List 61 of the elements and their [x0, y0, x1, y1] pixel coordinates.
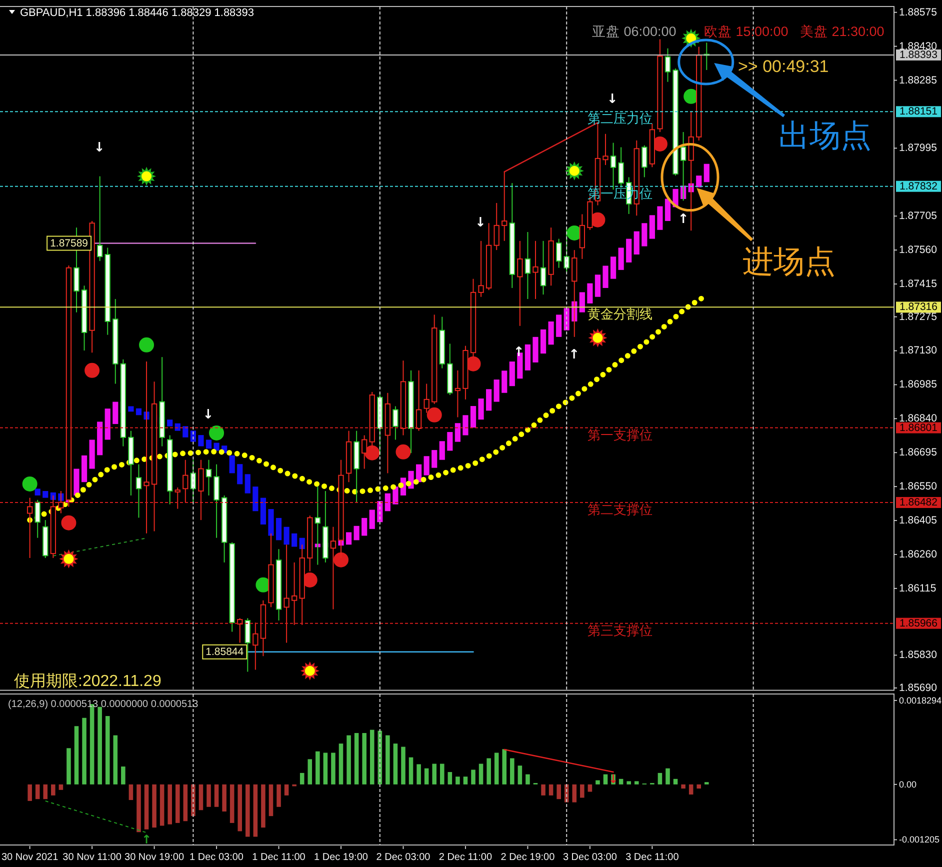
y-tick-label: 1.85690 [899, 682, 938, 694]
annotation: 美盘 21:30:00 [800, 24, 884, 39]
ref-line-label: 黄金分割线 [588, 306, 652, 322]
y-tick-label: 1.85830 [899, 649, 938, 662]
y-tick-label: 1.86482 [900, 496, 938, 508]
annotation: ↑ [678, 212, 689, 228]
ref-line-label: 第二压力位 [588, 111, 652, 126]
y-tick-label: 0.00 [899, 779, 917, 790]
annotation: ↓ [606, 92, 618, 107]
ref-line-label: 第一支撑位 [588, 427, 652, 442]
annotation: ↓ [202, 408, 214, 422]
annotation: 1.87589 [50, 237, 88, 250]
x-tick-label: 1 Dec 11:00 [252, 852, 306, 863]
ref-line-label: 第三支撑位 [588, 622, 652, 638]
x-tick-label: 2 Dec 19:00 [500, 852, 556, 863]
y-tick-label: 1.87415 [899, 278, 938, 290]
annotation: ↓ [94, 140, 105, 156]
y-tick-label: 1.86985 [899, 378, 938, 391]
y-tick-label: 1.86405 [899, 514, 938, 527]
y-tick-label: 1.86260 [899, 548, 938, 560]
annotation: 亚盘 06:00:00 [592, 24, 676, 39]
text: (12,26,9) 0.0000513 0.0000000 0.0000513 [8, 699, 199, 710]
x-tick-label: 30 Nov 2021 [1, 852, 59, 863]
y-tick-label: 1.87275 [899, 310, 938, 323]
y-tick-label: 1.86695 [899, 446, 938, 459]
chart-title: GBPAUD,H1 1.88396 1.88446 1.88329 1.88393 [20, 7, 254, 19]
price-tag: 1.86482 [896, 496, 941, 508]
x-tick-label: 2 Dec 03:00 [376, 852, 431, 863]
x-tick-label: 1 Dec 19:00 [314, 852, 368, 863]
y-tick-label: 1.87705 [899, 210, 938, 222]
y-tick-label: 1.86115 [899, 582, 936, 594]
y-tick-label: 1.86550 [899, 480, 938, 493]
annotation: 1.85844 [206, 646, 244, 658]
y-tick-label: 1.87130 [899, 344, 938, 357]
y-tick-label: 1.87560 [899, 244, 938, 256]
annotation: ↑ [568, 348, 580, 362]
annotation: 进场点 [742, 244, 836, 279]
x-tick-label: 30 Nov 11:00 [62, 852, 122, 863]
price-tag: 1.85966 [896, 617, 941, 630]
annotation: ↓ [475, 216, 486, 230]
x-tick-label: 3 Dec 11:00 [626, 852, 680, 863]
price-tag: 1.88151 [896, 106, 941, 118]
annotation: 使用期限:2022.11.29 [14, 672, 162, 690]
y-tick-label: 1.88285 [899, 74, 938, 86]
annotation: 出场点 [778, 118, 872, 153]
annotation: >> 00:49:31 [738, 57, 829, 76]
ref-line-label: 第二支撑位 [588, 502, 652, 517]
x-tick-label: 30 Nov 19:00 [124, 852, 184, 863]
y-tick-label: 1.88575 [899, 6, 938, 18]
x-tick-label: 3 Dec 03:00 [562, 852, 618, 863]
price-tag: 1.86801 [896, 422, 941, 434]
price-tag: 1.87316 [896, 301, 941, 314]
x-tick-label: 2 Dec 11:00 [438, 852, 493, 863]
y-tick-label: -0.001205 [899, 834, 940, 845]
x-tick-label: 1 Dec 03:00 [190, 852, 244, 863]
price-tag: 1.87832 [896, 180, 941, 192]
price-tag: 1.88393 [896, 48, 941, 61]
annotation: 欧盘 15:00:00 [704, 24, 788, 39]
annotation: ↑ [141, 832, 152, 847]
y-tick-label: 0.0018294 [899, 695, 942, 706]
y-tick-label: 1.87995 [899, 142, 938, 154]
